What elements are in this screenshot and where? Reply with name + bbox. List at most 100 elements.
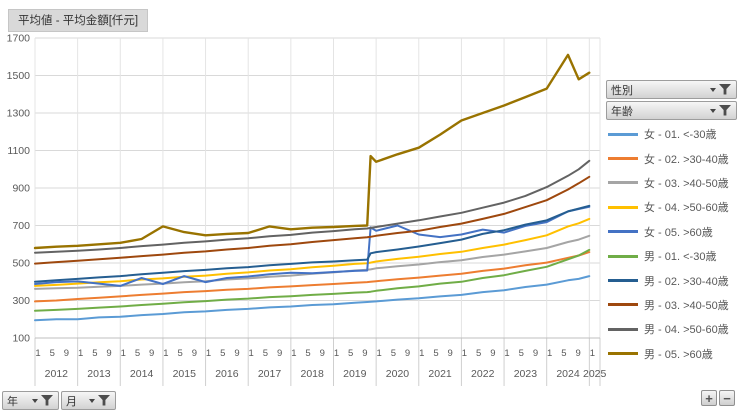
legend-item-3[interactable]: 女 - 04. >50-60歳 xyxy=(608,195,738,219)
legend-label: 女 - 03. >40-50歳 xyxy=(644,177,729,190)
x-axis-month-label: 5 xyxy=(220,348,225,359)
x-axis-year-label: 2013 xyxy=(87,368,111,380)
x-axis-year-label: 2012 xyxy=(45,368,69,380)
chevron-down-icon xyxy=(710,108,716,113)
x-axis-month-label: 1 xyxy=(504,348,509,359)
y-axis-tick-label: 1100 xyxy=(7,145,30,157)
x-axis-year-label: 2022 xyxy=(471,368,495,380)
x-axis-year-label: 2020 xyxy=(386,368,410,380)
x-axis-year-label: 2014 xyxy=(130,368,154,380)
legend-label: 男 - 02. >30-40歳 xyxy=(644,275,729,288)
legend-label: 男 - 01. <-30歳 xyxy=(644,251,717,264)
age-filter-button[interactable]: 年齢 xyxy=(606,101,737,120)
legend-label: 男 - 04. >50-60歳 xyxy=(644,324,729,337)
month-axis-field-button[interactable]: 月 xyxy=(61,391,116,410)
year-field-label: 年 xyxy=(7,395,18,408)
filter-funnel-icon xyxy=(719,105,731,116)
y-axis-tick-label: 1500 xyxy=(7,70,31,82)
x-axis-year-label: 2015 xyxy=(173,368,197,380)
age-filter-label: 年齢 xyxy=(611,105,633,118)
legend-item-8[interactable]: 男 - 04. >50-60歳 xyxy=(608,317,738,341)
chevron-down-icon xyxy=(32,398,38,403)
y-axis-tick-label: 300 xyxy=(12,295,30,307)
legend-item-7[interactable]: 男 - 03. >40-50歳 xyxy=(608,293,738,317)
x-axis-month-label: 9 xyxy=(533,348,538,359)
legend-item-4[interactable]: 女 - 05. >60歳 xyxy=(608,220,738,244)
legend-item-6[interactable]: 男 - 02. >30-40歳 xyxy=(608,268,738,292)
x-axis-month-label: 9 xyxy=(149,348,154,359)
x-axis-month-label: 1 xyxy=(419,348,424,359)
x-axis-year-label: 2017 xyxy=(258,368,282,380)
x-axis-year-label: 2023 xyxy=(514,368,538,380)
x-axis-month-label: 9 xyxy=(277,348,282,359)
series-line-5 xyxy=(34,248,591,312)
legend-item-2[interactable]: 女 - 03. >40-50歳 xyxy=(608,171,738,195)
y-axis-tick-label: 500 xyxy=(12,258,30,270)
filter-funnel-icon xyxy=(98,395,110,406)
legend-line-swatch xyxy=(608,205,638,209)
x-axis-month-label: 9 xyxy=(192,348,197,359)
gender-filter-label: 性別 xyxy=(611,84,633,97)
filter-funnel-icon xyxy=(41,395,53,406)
legend-line-swatch xyxy=(608,181,638,185)
x-axis-year-label: 2018 xyxy=(300,368,324,380)
x-axis-month-label: 9 xyxy=(490,348,495,359)
x-axis-month-label: 1 xyxy=(78,348,83,359)
x-axis-month-label: 1 xyxy=(35,348,40,359)
legend-line-swatch xyxy=(608,352,638,356)
x-axis-month-label: 5 xyxy=(135,348,140,359)
legend-item-1[interactable]: 女 - 02. >30-40歳 xyxy=(608,146,738,170)
x-axis-month-label: 1 xyxy=(163,348,168,359)
year-axis-field-button[interactable]: 年 xyxy=(2,391,59,410)
x-axis-month-label: 5 xyxy=(433,348,438,359)
series-line-0 xyxy=(34,275,591,322)
y-axis-tick-label: 100 xyxy=(12,333,30,345)
series-line-7 xyxy=(34,175,591,265)
legend-label: 女 - 04. >50-60歳 xyxy=(644,202,729,215)
legend-line-swatch xyxy=(608,230,638,234)
legend-label: 男 - 03. >40-50歳 xyxy=(644,299,729,312)
x-axis-month-label: 5 xyxy=(263,348,268,359)
month-field-label: 月 xyxy=(66,395,77,408)
chart-legend: 女 - 01. <-30歳女 - 02. >30-40歳女 - 03. >40-… xyxy=(608,122,738,366)
x-axis-month-label: 1 xyxy=(334,348,339,359)
x-axis-month-label: 9 xyxy=(575,348,580,359)
series-line-6 xyxy=(34,204,591,283)
x-axis-month-label: 5 xyxy=(519,348,524,359)
x-axis-month-label: 5 xyxy=(391,348,396,359)
x-axis-month-label: 9 xyxy=(64,348,69,359)
x-axis-year-label: 2021 xyxy=(428,368,452,380)
x-axis-month-label: 1 xyxy=(376,348,381,359)
legend-item-0[interactable]: 女 - 01. <-30歳 xyxy=(608,122,738,146)
x-axis-month-label: 5 xyxy=(348,348,353,359)
series-line-4 xyxy=(34,205,591,287)
x-axis-month-label: 1 xyxy=(121,348,126,359)
x-axis-month-label: 9 xyxy=(320,348,325,359)
filter-funnel-icon xyxy=(719,84,731,95)
x-axis-month-label: 5 xyxy=(177,348,182,359)
zoom-in-button[interactable]: + xyxy=(701,390,717,406)
x-axis-month-label: 9 xyxy=(234,348,239,359)
gender-filter-button[interactable]: 性別 xyxy=(606,80,737,99)
legend-label: 女 - 01. <-30歳 xyxy=(644,129,717,142)
chevron-down-icon xyxy=(89,398,95,403)
x-axis-month-label: 1 xyxy=(249,348,254,359)
x-axis-month-label: 1 xyxy=(462,348,467,359)
x-axis-month-label: 9 xyxy=(362,348,367,359)
x-axis-month-label: 9 xyxy=(106,348,111,359)
zoom-out-button[interactable]: − xyxy=(719,390,735,406)
x-axis-year-label: 2019 xyxy=(343,368,367,380)
legend-line-swatch xyxy=(608,279,638,283)
legend-line-swatch xyxy=(608,132,638,136)
legend-item-9[interactable]: 男 - 05. >60歳 xyxy=(608,342,738,366)
x-axis-month-label: 5 xyxy=(561,348,566,359)
y-axis-tick-label: 1700 xyxy=(7,33,31,45)
y-axis-tick-label: 700 xyxy=(12,220,30,232)
legend-line-swatch xyxy=(608,303,638,307)
x-axis-month-label: 9 xyxy=(405,348,410,359)
x-axis-year-label: 2025 xyxy=(583,368,607,380)
x-axis-year-label: 2016 xyxy=(215,368,239,380)
legend-label: 女 - 05. >60歳 xyxy=(644,226,713,239)
legend-item-5[interactable]: 男 - 01. <-30歳 xyxy=(608,244,738,268)
